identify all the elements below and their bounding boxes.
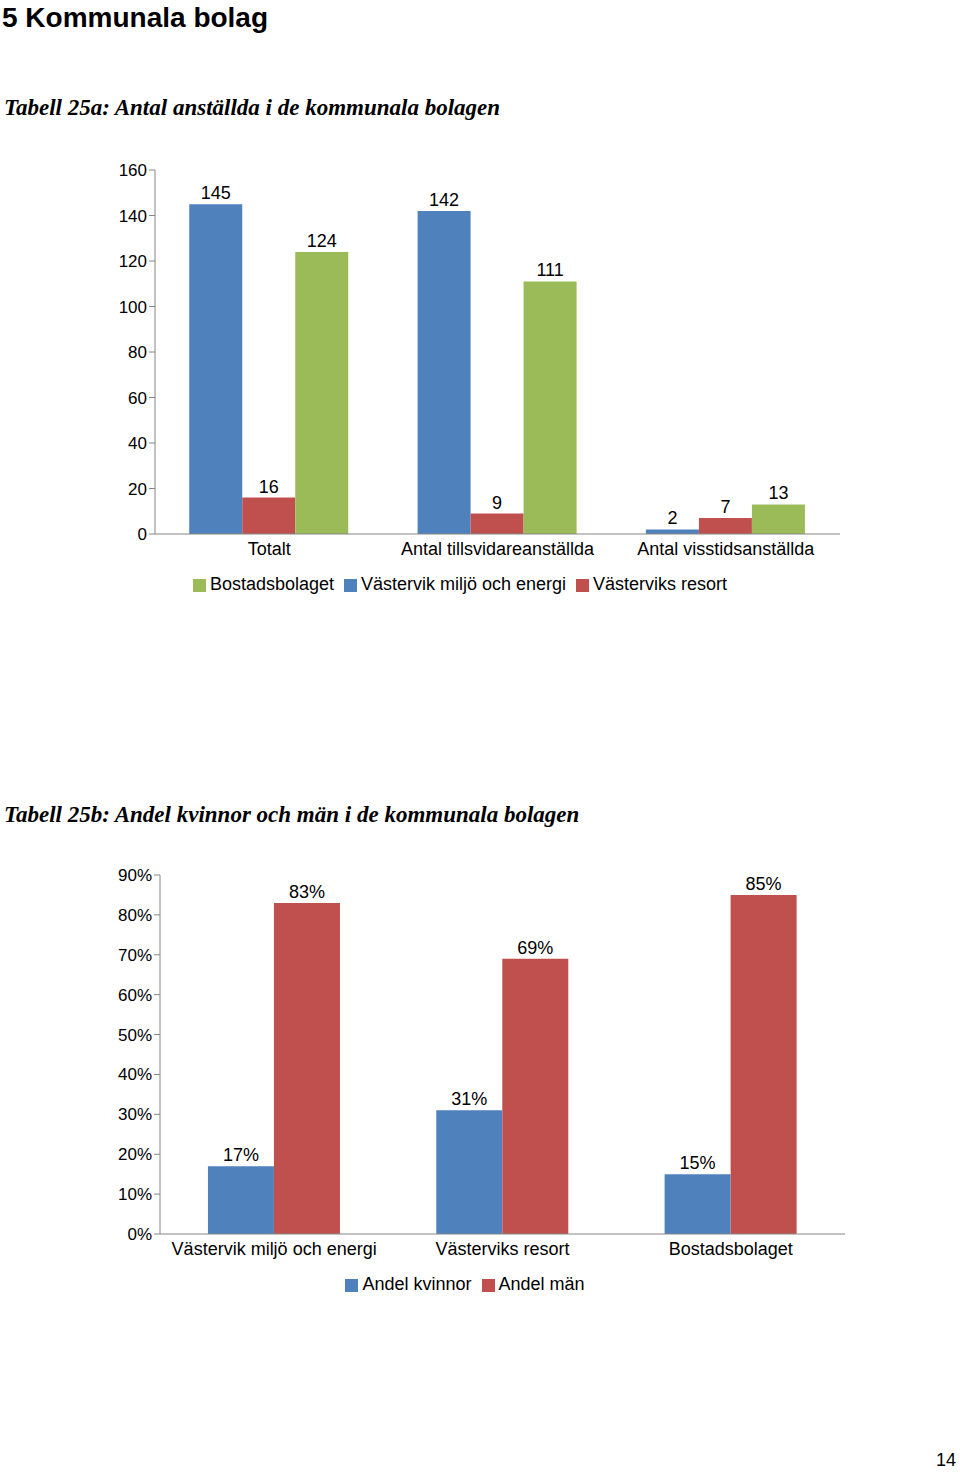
- svg-text:31%: 31%: [451, 1089, 487, 1109]
- svg-text:15%: 15%: [680, 1153, 716, 1173]
- svg-text:Totalt: Totalt: [248, 539, 291, 559]
- svg-text:20: 20: [128, 480, 147, 499]
- html-text:14: 14: [936, 1450, 956, 1470]
- svg-text:Antal tillsvidareanställda: Antal tillsvidareanställda: [401, 539, 595, 559]
- svg-text:60%: 60%: [118, 986, 152, 1005]
- html-text:Bostadsbolaget: Bostadsbolaget: [209, 574, 334, 594]
- html-text:Västerviks resort: Västerviks resort: [593, 574, 728, 594]
- svg-text:Västerviks resort: Västerviks resort: [435, 1239, 569, 1259]
- html-text:Tabell 25a: Antal anställda i: Tabell 25a: Antal anställda i de kommuna…: [4, 95, 501, 120]
- svg-text:Bostadsbolaget: Bostadsbolaget: [669, 1239, 793, 1259]
- svg-text:0%: 0%: [127, 1225, 152, 1244]
- html-text:Västervik miljö och energi: Västervik miljö och energi: [361, 574, 567, 594]
- svg-text:142: 142: [429, 190, 459, 210]
- svg-text:85%: 85%: [746, 874, 782, 894]
- svg-text:111: 111: [536, 260, 563, 280]
- svg-text:30%: 30%: [118, 1105, 152, 1124]
- svg-text:145: 145: [201, 183, 231, 203]
- svg-text:160: 160: [119, 161, 147, 180]
- svg-text:83%: 83%: [289, 882, 325, 902]
- svg-text:69%: 69%: [517, 938, 553, 958]
- svg-text:60: 60: [128, 389, 147, 408]
- svg-text:40: 40: [128, 434, 147, 453]
- svg-text:80: 80: [128, 343, 147, 362]
- svg-text:16: 16: [259, 477, 279, 497]
- svg-text:7: 7: [720, 497, 730, 517]
- svg-text:17%: 17%: [223, 1145, 259, 1165]
- svg-text:0: 0: [138, 525, 147, 544]
- svg-text:20%: 20%: [118, 1145, 152, 1164]
- svg-text:Antal visstidsanställda: Antal visstidsanställda: [637, 539, 815, 559]
- svg-text:140: 140: [119, 207, 147, 226]
- svg-text:70%: 70%: [118, 946, 152, 965]
- svg-text:80%: 80%: [118, 906, 152, 925]
- svg-text:13: 13: [768, 483, 788, 503]
- svg-text:9: 9: [492, 493, 502, 513]
- html-text:5 Kommunala bolag: 5 Kommunala bolag: [2, 2, 268, 33]
- svg-text:50%: 50%: [118, 1026, 152, 1045]
- html-text:Andel män: Andel män: [498, 1274, 585, 1294]
- svg-text:2: 2: [667, 508, 677, 528]
- svg-text:Västervik miljö och energi: Västervik miljö och energi: [172, 1239, 377, 1259]
- svg-text:40%: 40%: [118, 1065, 152, 1084]
- svg-text:120: 120: [119, 252, 147, 271]
- svg-text:10%: 10%: [118, 1185, 152, 1204]
- svg-text:124: 124: [307, 231, 337, 251]
- svg-text:100: 100: [119, 298, 147, 317]
- svg-text:90%: 90%: [118, 866, 152, 885]
- html-text:Andel kvinnor: Andel kvinnor: [362, 1274, 472, 1294]
- html-text:Tabell 25b: Andel kvinnor och: Tabell 25b: Andel kvinnor och män i de k…: [4, 802, 580, 827]
